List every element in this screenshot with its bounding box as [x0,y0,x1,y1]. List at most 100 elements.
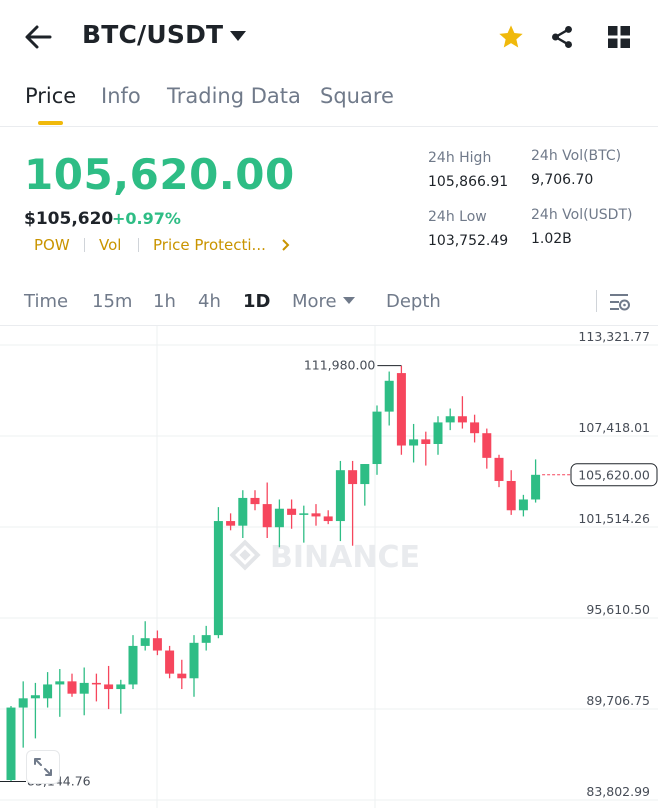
tab-trading-data[interactable]: Trading Data [167,84,301,108]
toolbar-divider [596,290,597,312]
candle-body [213,521,223,636]
candle-body [433,422,443,444]
candle [79,667,89,716]
candle [30,682,40,739]
low-value: 103,752.49 [428,233,509,249]
divider [0,325,658,326]
back-arrow-icon[interactable] [24,24,52,50]
candle [6,706,16,782]
candle [335,460,345,542]
candle [189,635,199,697]
candle-body [335,470,345,522]
tag-price-protection[interactable]: Price Protecti... [153,236,266,254]
active-tab-indicator [38,121,63,125]
grid-icon[interactable] [607,25,631,49]
tf-1h[interactable]: 1h [153,291,176,312]
y-tick-label: 83,802.99 [586,784,650,799]
candle-body [384,380,394,412]
candle-body [189,642,199,679]
pair-title[interactable]: BTC/USDT [82,20,224,49]
last-price: 105,620.00 [24,150,295,199]
more-caret-icon[interactable] [343,297,355,304]
candle-body [421,439,431,444]
candle [421,431,431,466]
candle-body [445,416,455,423]
annotations: 111,980.0085,144.76105,620.00 [0,358,658,789]
tf-time[interactable]: Time [24,291,69,312]
candle-body [274,508,284,528]
candle-body [79,682,89,694]
candle-body [128,645,138,685]
high-value: 105,866.91 [428,174,509,190]
tf-4h[interactable]: 4h [198,291,221,312]
chevron-right-icon[interactable] [281,239,290,251]
candle-body [201,635,211,643]
candle [91,673,101,702]
candle [470,414,480,443]
tag-vol[interactable]: Vol [99,236,122,254]
candle-body [43,684,53,699]
vol-usdt-value: 1.02B [531,231,572,247]
candle [287,499,297,529]
candle-body [323,516,333,522]
candle [348,460,358,546]
tab-info[interactable]: Info [101,84,141,108]
candle [43,672,53,708]
candle [140,621,150,651]
expand-icon [34,758,52,776]
vol-btc-value: 9,706.70 [531,172,594,188]
candle-body [140,638,150,646]
divider [0,126,658,127]
vol-btc-label: 24h Vol(BTC) [531,148,622,164]
candle [165,645,175,679]
max-price-label: 111,980.00 [304,358,376,373]
tf-depth[interactable]: Depth [386,291,441,312]
candle [152,630,162,656]
candle-body [396,373,406,446]
expand-button[interactable] [26,750,60,784]
tab-bar: Price Info Trading Data Square [0,84,658,128]
candle [104,665,114,710]
star-icon[interactable] [497,23,525,51]
tf-1d[interactable]: 1D [243,291,271,312]
candle-body [177,673,187,679]
candle-body [165,650,175,674]
candle-body [91,682,101,685]
tag-divider [138,238,139,252]
candle [274,499,284,548]
watermark-text: BINANCE [270,540,420,575]
tab-price[interactable]: Price [25,84,77,108]
candle-body [348,470,358,485]
candle [457,396,467,429]
tag-pow[interactable]: POW [34,236,70,254]
candle [372,405,382,475]
candle [213,507,223,639]
chart-settings-icon[interactable] [609,292,631,312]
y-tick-label: 89,706.75 [586,693,650,708]
tf-more[interactable]: More [292,291,337,312]
candle-body [482,433,492,458]
candle-body [372,411,382,465]
y-axis-labels: 113,321.77 107,418.01 101,514.26 95,610.50 8… [578,329,650,799]
caret-down-icon[interactable] [230,31,246,41]
candle-body [104,684,114,690]
candle [482,428,492,469]
vol-usdt-label: 24h Vol(USDT) [531,207,633,223]
candle [238,490,248,539]
candle [18,681,28,748]
last-price-label: 105,620.00 [578,467,650,482]
candle-body [67,681,77,694]
tf-15m[interactable]: 15m [92,291,133,312]
candle-body [531,474,541,500]
chart-grid [0,326,658,808]
candlestick-chart[interactable]: BINANCE 113,321.77 107,418.01 101,514.26 95… [0,326,658,808]
candle-body [457,416,467,423]
candle [396,365,406,455]
candle-body [18,698,28,708]
candle [250,490,260,511]
share-icon[interactable] [549,24,575,50]
y-tick-label: 95,610.50 [586,602,650,617]
candle [55,669,65,717]
candle [323,510,333,525]
tab-square[interactable]: Square [320,84,394,108]
